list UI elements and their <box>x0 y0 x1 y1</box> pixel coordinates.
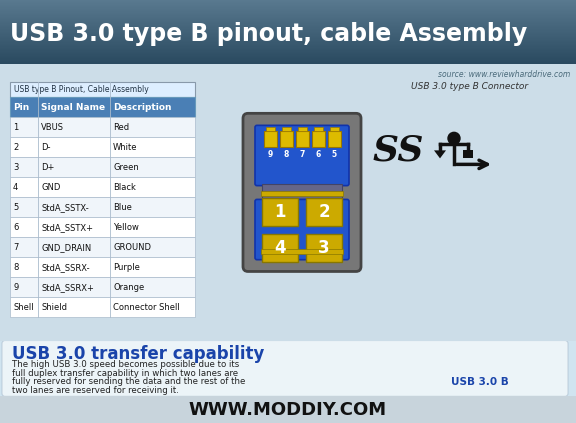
Bar <box>10 258 195 277</box>
Text: StdA_SSRX-: StdA_SSRX- <box>41 263 90 272</box>
Text: 2: 2 <box>13 143 18 152</box>
Text: USB 3.0 type B Connector: USB 3.0 type B Connector <box>411 82 529 91</box>
Text: 9: 9 <box>267 150 272 159</box>
Text: StdA_SSTX-: StdA_SSTX- <box>41 203 89 212</box>
Text: 3: 3 <box>318 239 330 257</box>
Text: The high USB 3.0 speed becomes possible due to its: The high USB 3.0 speed becomes possible … <box>12 360 239 369</box>
Bar <box>10 237 195 258</box>
Bar <box>262 233 298 261</box>
Bar <box>313 127 323 132</box>
Bar <box>10 97 195 117</box>
Bar <box>262 184 342 201</box>
Text: 5: 5 <box>13 203 18 212</box>
Text: 3: 3 <box>13 163 18 172</box>
Bar <box>261 190 343 195</box>
Text: Signal Name: Signal Name <box>41 103 105 112</box>
Bar <box>10 82 195 97</box>
Text: Connector Shell: Connector Shell <box>113 303 180 312</box>
Polygon shape <box>434 150 446 158</box>
Text: WWW.MODDIY.COM: WWW.MODDIY.COM <box>189 401 387 419</box>
Bar <box>10 137 195 157</box>
Bar <box>10 198 195 217</box>
Text: USB 3.0 transfer capability: USB 3.0 transfer capability <box>12 344 264 363</box>
Text: Black: Black <box>113 183 136 192</box>
Bar <box>328 132 340 147</box>
Bar <box>10 297 195 318</box>
Text: 6: 6 <box>316 150 321 159</box>
Text: StdA_SSRX+: StdA_SSRX+ <box>41 283 94 292</box>
FancyBboxPatch shape <box>255 125 349 186</box>
Text: USB 3.0 type B pinout, cable Assembly: USB 3.0 type B pinout, cable Assembly <box>10 22 527 46</box>
FancyBboxPatch shape <box>255 199 349 260</box>
Text: Description: Description <box>113 103 172 112</box>
Text: GROUND: GROUND <box>113 243 151 252</box>
Bar <box>282 127 290 132</box>
Text: 7: 7 <box>13 243 18 252</box>
Bar <box>10 157 195 177</box>
Bar <box>295 132 309 147</box>
Bar <box>297 127 306 132</box>
Text: 7: 7 <box>300 150 305 159</box>
Text: Blue: Blue <box>113 203 132 212</box>
Text: StdA_SSTX+: StdA_SSTX+ <box>41 223 93 232</box>
Bar <box>306 198 342 225</box>
Bar <box>10 277 195 297</box>
Text: Green: Green <box>113 163 139 172</box>
Bar <box>329 127 339 132</box>
Text: D-: D- <box>41 143 51 152</box>
Text: SS: SS <box>373 133 424 168</box>
Text: White: White <box>113 143 138 152</box>
Text: Red: Red <box>113 123 129 132</box>
Text: Shield: Shield <box>41 303 67 312</box>
Text: two lanes are reserved for receiving it.: two lanes are reserved for receiving it. <box>12 386 179 395</box>
Text: 4: 4 <box>13 183 18 192</box>
Text: 8: 8 <box>283 150 289 159</box>
Bar <box>279 132 293 147</box>
Text: GND: GND <box>41 183 60 192</box>
Bar <box>306 233 342 261</box>
FancyBboxPatch shape <box>2 341 568 396</box>
Bar <box>10 177 195 198</box>
Bar <box>261 249 343 254</box>
Text: 4: 4 <box>274 239 286 257</box>
Circle shape <box>448 132 460 144</box>
Bar <box>463 150 473 158</box>
Bar <box>10 217 195 237</box>
Bar <box>266 127 275 132</box>
FancyBboxPatch shape <box>243 113 361 272</box>
Text: VBUS: VBUS <box>41 123 64 132</box>
Text: Yellow: Yellow <box>113 223 139 232</box>
Text: GND_DRAIN: GND_DRAIN <box>41 243 91 252</box>
Bar <box>262 198 298 225</box>
Text: Purple: Purple <box>113 263 140 272</box>
Text: Pin: Pin <box>13 103 29 112</box>
Text: Shell: Shell <box>13 303 33 312</box>
Text: full duplex transfer capability in which two lanes are: full duplex transfer capability in which… <box>12 369 238 378</box>
Text: D+: D+ <box>41 163 54 172</box>
Text: 8: 8 <box>13 263 18 272</box>
Bar <box>10 117 195 137</box>
Text: 6: 6 <box>13 223 18 232</box>
Text: 9: 9 <box>13 283 18 292</box>
Text: 1: 1 <box>274 203 286 220</box>
Text: source: www.reviewharddrive.com: source: www.reviewharddrive.com <box>438 70 570 79</box>
Text: fully reserved for sending the data and the rest of the: fully reserved for sending the data and … <box>12 377 245 386</box>
Text: Orange: Orange <box>113 283 144 292</box>
Bar <box>312 132 324 147</box>
Text: 2: 2 <box>318 203 330 220</box>
Text: 1: 1 <box>13 123 18 132</box>
Bar <box>263 132 276 147</box>
Text: USB type B Pinout, Cable Assembly: USB type B Pinout, Cable Assembly <box>14 85 149 94</box>
Text: USB 3.0 B: USB 3.0 B <box>451 377 509 387</box>
Text: 5: 5 <box>331 150 336 159</box>
